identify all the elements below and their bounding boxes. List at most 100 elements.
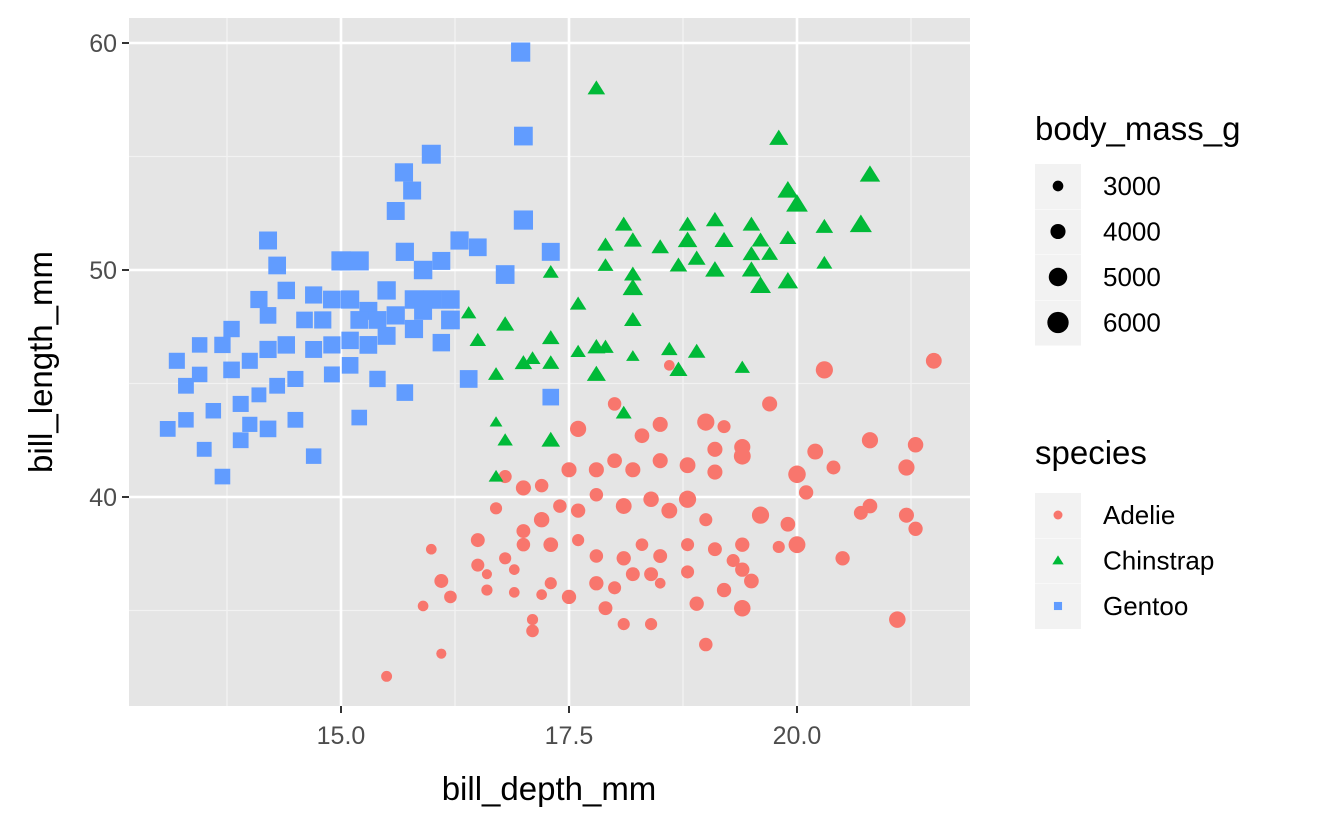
point-adelie [908,521,923,536]
y-tick-label: 50 [89,257,117,285]
point-adelie [481,569,492,580]
point-adelie [499,552,512,565]
point-chinstrap [460,306,477,319]
point-gentoo [242,416,258,432]
axes: 15.0 17.5 20.0 40 50 60 [89,30,821,750]
point-chinstrap [514,355,533,370]
point-gentoo [259,420,277,438]
point-gentoo [396,384,414,401]
point-adelie [489,502,503,515]
point-chinstrap [769,129,789,145]
point-gentoo [268,256,287,275]
size-legend-label: 3000 [1103,171,1161,201]
point-adelie [589,549,604,563]
point-chinstrap [651,239,669,254]
point-gentoo [421,144,441,164]
point-adelie [607,397,622,411]
point-gentoo [351,409,368,426]
species-legend-label: Adelie [1103,500,1175,530]
point-adelie [526,613,539,626]
point-chinstrap [597,237,614,251]
x-tick-label: 15.0 [317,722,366,750]
gridlines [129,18,970,706]
species-legend-key-chinstrap [1052,555,1064,565]
point-adelie [444,590,457,604]
point-gentoo [269,377,286,394]
point-chinstrap [542,265,559,278]
point-adelie [589,487,604,502]
point-adelie [536,589,547,600]
point-gentoo [441,310,460,330]
point-adelie [707,441,723,457]
point-gentoo [541,242,560,261]
point-adelie [798,485,814,500]
point-adelie [762,396,778,412]
point-adelie [835,551,850,566]
point-adelie [898,507,914,523]
point-adelie [853,505,868,520]
point-gentoo [323,366,340,383]
point-chinstrap [570,344,586,357]
point-chinstrap [489,416,503,427]
point-adelie [652,453,668,469]
point-adelie [434,574,449,588]
point-adelie [744,573,759,589]
x-tick-label: 20.0 [773,722,822,750]
point-adelie [598,601,613,616]
point-gentoo [259,307,277,324]
point-adelie [699,637,713,652]
point-adelie [788,536,806,554]
point-adelie [553,499,567,513]
point-chinstrap [542,355,560,369]
point-chinstrap [705,261,725,277]
point-adelie [707,542,722,557]
point-gentoo [386,306,405,325]
size-legend-dot [1048,267,1068,287]
point-chinstrap [815,218,834,233]
point-adelie [697,413,715,431]
point-adelie [780,516,796,532]
point-gentoo [450,231,469,250]
point-adelie [925,352,942,369]
point-adelie [615,498,632,514]
point-gentoo [323,290,341,309]
point-chinstrap [624,311,642,326]
point-adelie [526,624,539,638]
point-gentoo [287,370,304,387]
point-adelie [516,537,531,552]
size-legend-dot [1050,223,1066,240]
point-gentoo [331,251,351,271]
point-chinstrap [687,250,706,265]
point-chinstrap [687,343,706,358]
point-chinstrap [786,194,808,212]
point-gentoo [403,181,422,200]
point-gentoo [323,336,341,354]
point-gentoo [350,311,369,329]
point-gentoo [414,301,433,320]
point-adelie [608,581,622,595]
point-adelie [644,618,658,631]
point-adelie [735,562,750,577]
point-gentoo [223,361,240,379]
point-chinstrap [626,350,640,361]
species-legend-label: Gentoo [1103,591,1188,621]
point-adelie [544,577,557,590]
point-adelie [772,540,785,554]
point-chinstrap [761,246,779,260]
point-gentoo [359,336,378,354]
point-chinstrap [677,231,698,248]
point-gentoo [514,126,533,146]
point-adelie [515,480,531,496]
point-gentoo [259,340,277,359]
point-adelie [679,457,696,474]
point-adelie [654,577,666,589]
point-chinstrap [524,351,541,364]
x-tick-label: 17.5 [545,722,594,750]
point-chinstrap [849,214,872,233]
point-gentoo [196,441,212,457]
point-adelie [699,513,713,527]
point-gentoo [314,311,332,329]
size-legend-label: 5000 [1103,262,1161,292]
size-legend-dot [1052,180,1064,192]
